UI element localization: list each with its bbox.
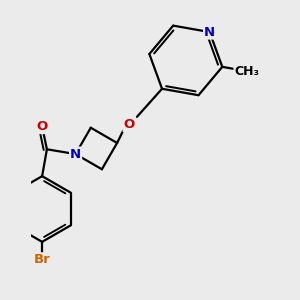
Text: O: O: [124, 118, 135, 131]
Text: N: N: [70, 148, 81, 160]
Text: CH₃: CH₃: [235, 65, 260, 78]
Text: Br: Br: [34, 253, 50, 266]
Text: N: N: [204, 26, 215, 39]
Text: O: O: [37, 120, 48, 133]
